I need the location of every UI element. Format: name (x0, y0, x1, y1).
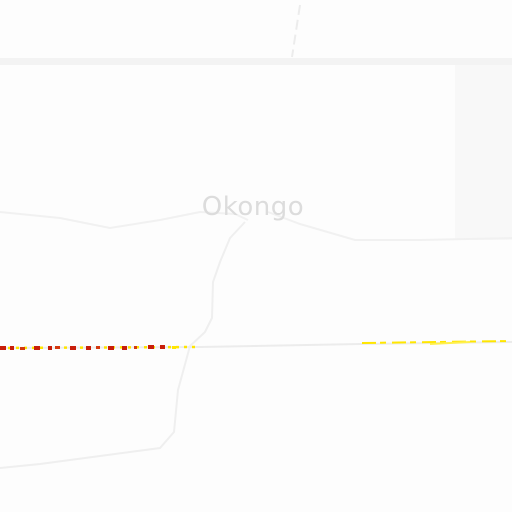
minor-road-south (0, 221, 246, 469)
boundary-band (0, 58, 512, 65)
dashed-track (291, 4, 301, 58)
minor-road-west (0, 210, 249, 230)
highway-east-segments (361, 340, 512, 345)
shaded-area (455, 65, 512, 240)
highway-west-segments (0, 345, 196, 350)
minor-road-east (267, 211, 512, 241)
